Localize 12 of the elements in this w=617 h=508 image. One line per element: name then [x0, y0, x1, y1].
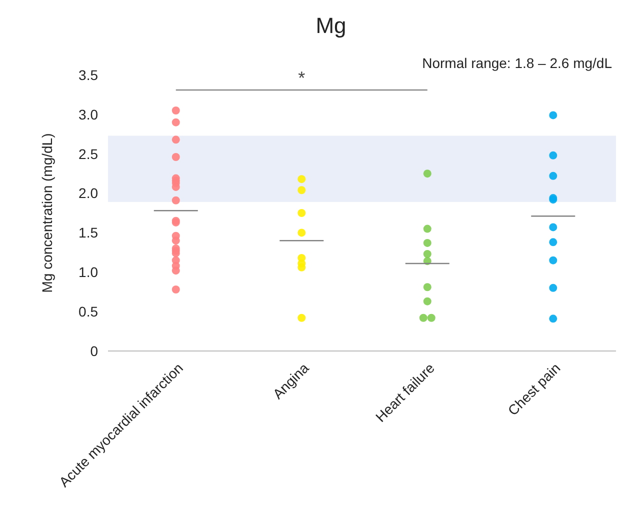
y-tick-label: 1.5 [78, 224, 98, 241]
y-tick-label: 0.5 [78, 303, 98, 320]
y-tick-label: 2.0 [78, 185, 98, 202]
y-tick-label: 3.5 [78, 66, 98, 83]
y-tick-label: 1.0 [78, 264, 98, 280]
chart-title: Mg [316, 13, 346, 38]
y-tick-label: 3.0 [78, 106, 98, 122]
y-tick-label: 0 [90, 342, 98, 359]
y-tick-label: 2.5 [78, 146, 98, 162]
chart-subtitle: Normal range: 1.8 – 2.6 mg/dL [422, 55, 612, 71]
y-axis-title: Mg concentration (mg/dL) [39, 133, 55, 293]
annotation: * [298, 68, 306, 88]
